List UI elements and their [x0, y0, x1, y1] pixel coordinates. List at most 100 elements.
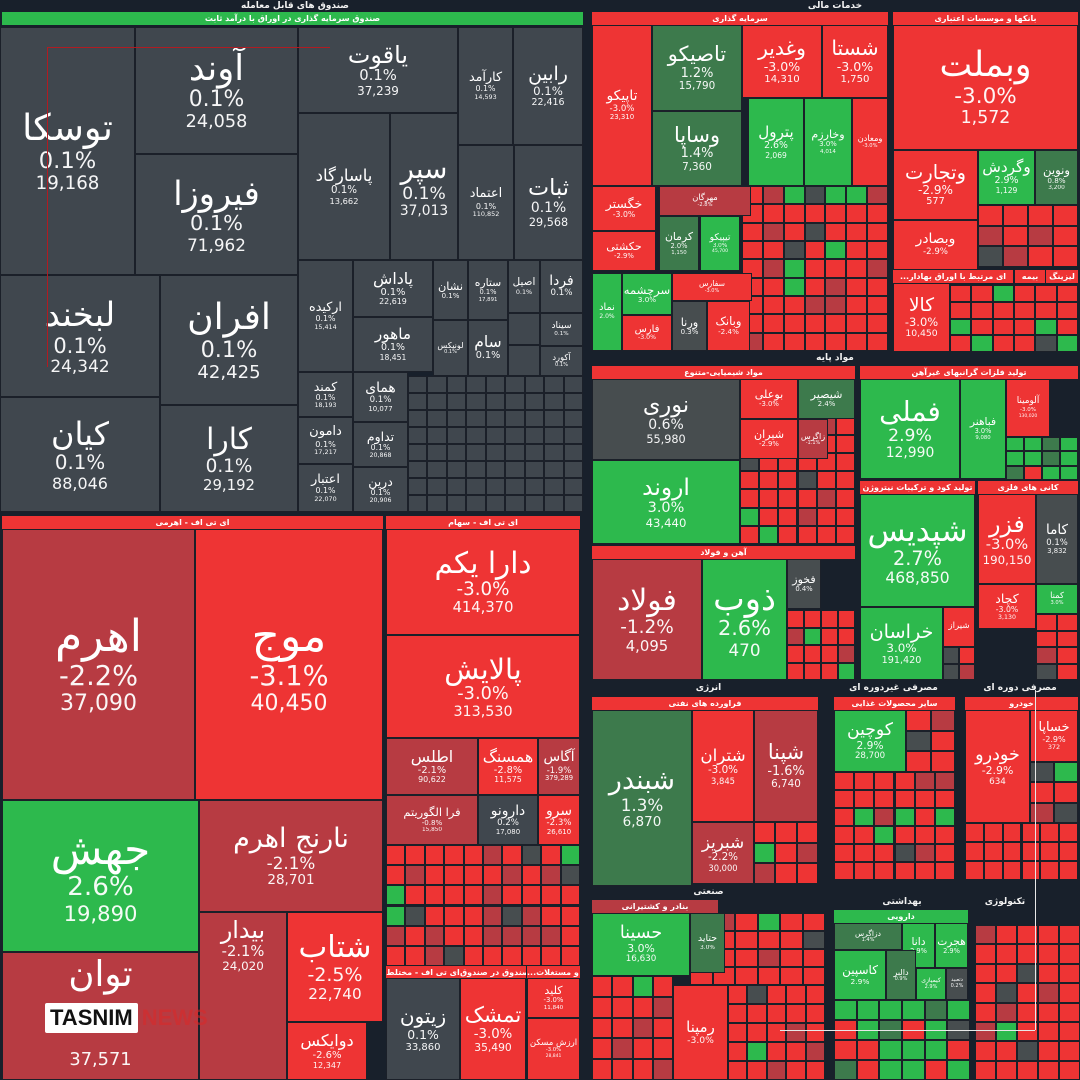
stock-tile[interactable] — [632, 1038, 653, 1060]
stock-tile[interactable]: سام 0.1% — [468, 320, 508, 376]
stock-tile[interactable] — [762, 314, 784, 333]
stock-tile[interactable] — [544, 478, 564, 495]
stock-tile[interactable] — [834, 844, 855, 862]
stock-tile[interactable]: همسنگ -2.8% 11,575 — [478, 738, 538, 795]
stock-tile[interactable] — [446, 393, 467, 410]
stock-tile[interactable]: شیراز — [943, 607, 975, 647]
stock-tile[interactable] — [466, 495, 486, 512]
stock-tile[interactable] — [521, 945, 542, 966]
stock-tile[interactable]: پترول 2.6% 2,069 — [748, 98, 804, 186]
stock-tile[interactable] — [446, 427, 467, 444]
stock-tile[interactable]: تمشک -3.0% 35,490 — [460, 978, 526, 1080]
stock-tile[interactable]: اعتماد 0.1% 110,852 — [458, 145, 514, 260]
stock-tile[interactable] — [652, 976, 673, 997]
stock-tile[interactable] — [971, 301, 993, 319]
stock-tile[interactable] — [505, 478, 525, 495]
stock-tile[interactable]: فولاد -1.2% 4,095 — [592, 559, 702, 680]
stock-tile[interactable] — [766, 1004, 787, 1023]
stock-tile[interactable]: بوعلی -3.0% — [740, 379, 798, 419]
stock-tile[interactable]: لونیکس 0.1% — [433, 320, 468, 376]
stock-tile[interactable] — [757, 913, 780, 931]
stock-tile[interactable] — [846, 241, 868, 260]
stock-tile[interactable]: اصیل 0.1% — [508, 260, 540, 313]
stock-tile[interactable] — [1059, 823, 1078, 842]
stock-tile[interactable] — [1040, 861, 1060, 880]
stock-tile[interactable] — [1003, 205, 1028, 226]
stock-tile[interactable] — [612, 996, 633, 1018]
stock-tile[interactable] — [612, 1038, 633, 1060]
stock-tile[interactable] — [466, 410, 486, 427]
stock-tile[interactable] — [408, 427, 428, 444]
stock-tile[interactable] — [1056, 301, 1078, 319]
stock-tile[interactable] — [1036, 647, 1057, 664]
stock-tile[interactable] — [740, 471, 760, 490]
stock-tile[interactable] — [485, 461, 506, 478]
stock-tile[interactable] — [786, 1061, 806, 1080]
stock-tile[interactable] — [544, 461, 564, 478]
stock-tile[interactable] — [524, 444, 545, 461]
stock-tile[interactable] — [1017, 983, 1038, 1003]
stock-tile[interactable] — [424, 905, 445, 926]
stock-tile[interactable] — [1038, 925, 1059, 945]
stock-tile[interactable]: سرچشمه 3.0% — [622, 273, 672, 315]
stock-tile[interactable] — [1036, 663, 1057, 680]
stock-tile[interactable] — [846, 186, 868, 205]
stock-tile[interactable] — [934, 844, 955, 862]
stock-tile[interactable] — [1057, 614, 1078, 631]
stock-tile[interactable] — [996, 944, 1017, 964]
stock-tile[interactable]: خگستر -3.0% — [592, 186, 656, 231]
stock-tile[interactable] — [975, 983, 996, 1003]
stock-tile[interactable] — [762, 222, 784, 241]
stock-tile[interactable] — [541, 845, 561, 866]
stock-tile[interactable] — [846, 222, 868, 241]
stock-tile[interactable] — [930, 710, 955, 731]
stock-tile[interactable]: تاپیکو -3.0% 23,310 — [592, 25, 652, 186]
stock-tile[interactable] — [975, 1002, 996, 1022]
stock-tile[interactable]: کالا -3.0% 10,450 — [893, 283, 950, 352]
stock-tile[interactable] — [914, 772, 935, 790]
stock-tile[interactable]: سفارس -3.0% — [672, 273, 752, 301]
stock-tile[interactable] — [1035, 285, 1057, 302]
stock-tile[interactable] — [838, 662, 855, 680]
stock-tile[interactable] — [906, 710, 931, 731]
stock-tile[interactable] — [505, 376, 525, 393]
stock-tile[interactable]: کوچین 2.9% 28,700 — [834, 710, 906, 772]
stock-tile[interactable] — [914, 844, 935, 862]
stock-tile[interactable]: شیصیر 2.4% — [798, 379, 855, 419]
stock-tile[interactable] — [483, 945, 503, 966]
stock-tile[interactable] — [1017, 963, 1038, 984]
stock-tile[interactable] — [1017, 1021, 1038, 1042]
stock-tile[interactable] — [854, 844, 875, 862]
stock-tile[interactable] — [521, 865, 542, 886]
stock-tile[interactable] — [1038, 1060, 1059, 1080]
stock-tile[interactable] — [780, 949, 803, 967]
stock-tile[interactable] — [783, 241, 805, 260]
stock-tile[interactable] — [386, 845, 406, 866]
stock-tile[interactable] — [846, 296, 868, 315]
stock-tile[interactable]: کچاد -3.0% 3,130 — [978, 584, 1036, 629]
stock-tile[interactable] — [804, 645, 821, 663]
stock-tile[interactable]: سیناد 0.1% — [540, 313, 583, 346]
stock-tile[interactable] — [975, 1021, 996, 1042]
stock-tile[interactable] — [560, 845, 580, 866]
stock-tile[interactable] — [592, 976, 613, 997]
stock-tile[interactable] — [754, 822, 776, 843]
stock-tile[interactable]: نارنج اهرم -2.1% 28,701 — [199, 800, 383, 912]
stock-tile[interactable]: نوری 0.6% 55,980 — [592, 379, 740, 460]
stock-tile[interactable] — [934, 826, 955, 844]
stock-tile[interactable] — [728, 1061, 748, 1080]
stock-tile[interactable] — [894, 790, 915, 808]
stock-tile[interactable] — [821, 610, 838, 628]
stock-tile[interactable] — [1036, 614, 1057, 631]
stock-tile[interactable] — [652, 996, 673, 1018]
stock-tile[interactable] — [1014, 318, 1036, 336]
stock-tile[interactable] — [934, 772, 955, 790]
stock-tile[interactable] — [560, 905, 580, 926]
stock-tile[interactable] — [1040, 823, 1060, 842]
stock-tile[interactable]: وغدیر -3.0% 14,310 — [742, 25, 822, 98]
stock-tile[interactable] — [759, 471, 779, 490]
stock-tile[interactable] — [805, 1004, 825, 1023]
stock-tile[interactable] — [505, 393, 525, 410]
stock-tile[interactable] — [874, 862, 895, 880]
stock-tile[interactable] — [386, 885, 406, 906]
